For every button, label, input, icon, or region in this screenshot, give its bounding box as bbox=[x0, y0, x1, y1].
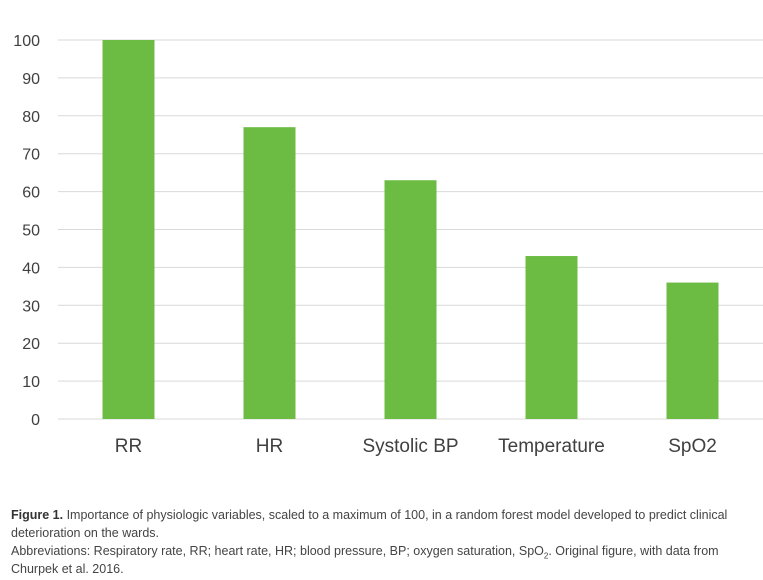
x-tick-label: SpO2 bbox=[668, 436, 717, 457]
caption-line-1: Figure 1. Importance of physiologic vari… bbox=[11, 506, 756, 542]
x-tick-label: HR bbox=[256, 436, 283, 457]
figure-caption: Figure 1. Importance of physiologic vari… bbox=[11, 506, 756, 578]
x-tick-label: Systolic BP bbox=[362, 436, 458, 457]
bars bbox=[102, 40, 719, 420]
caption-abbreviations: Abbreviations: Respiratory rate, RR; hea… bbox=[11, 542, 756, 578]
y-tick-label: 70 bbox=[22, 147, 40, 164]
y-tick-label: 60 bbox=[22, 185, 40, 202]
caption-text: Importance of physiologic variables, sca… bbox=[11, 508, 728, 540]
y-tick-label: 40 bbox=[22, 260, 40, 277]
y-tick-label: 50 bbox=[22, 223, 40, 240]
x-tick-label: RR bbox=[115, 436, 142, 457]
y-tick-label: 90 bbox=[22, 71, 40, 88]
abbreviations-text-end: . Original figure, with data from Churpe… bbox=[11, 544, 719, 576]
y-tick-label: 100 bbox=[13, 33, 40, 50]
y-tick-label: 0 bbox=[31, 412, 40, 429]
abbreviations-subscript: 2 bbox=[543, 551, 549, 561]
bar-hr bbox=[243, 127, 296, 420]
y-tick-label: 30 bbox=[22, 298, 40, 315]
bar-spo2 bbox=[666, 282, 719, 419]
x-axis: RR HR Systolic BP Temperature SpO2 bbox=[115, 436, 717, 457]
bar-temperature bbox=[525, 256, 578, 419]
y-tick-label: 80 bbox=[22, 109, 40, 126]
bar-rr bbox=[102, 40, 155, 419]
bar-chart: 0 10 20 30 40 50 60 70 80 90 100 RR HR Systolic BP Te… bbox=[13, 33, 763, 457]
y-axis: 0 10 20 30 40 50 60 70 80 90 100 bbox=[13, 33, 40, 429]
y-tick-label: 10 bbox=[22, 374, 40, 391]
x-tick-label: Temperature bbox=[498, 436, 605, 457]
bar-systolic-bp bbox=[384, 180, 437, 419]
figure-label: Figure 1. bbox=[11, 508, 64, 522]
abbreviations-text: Abbreviations: Respiratory rate, RR; hea… bbox=[11, 544, 544, 558]
y-tick-label: 20 bbox=[22, 336, 40, 353]
